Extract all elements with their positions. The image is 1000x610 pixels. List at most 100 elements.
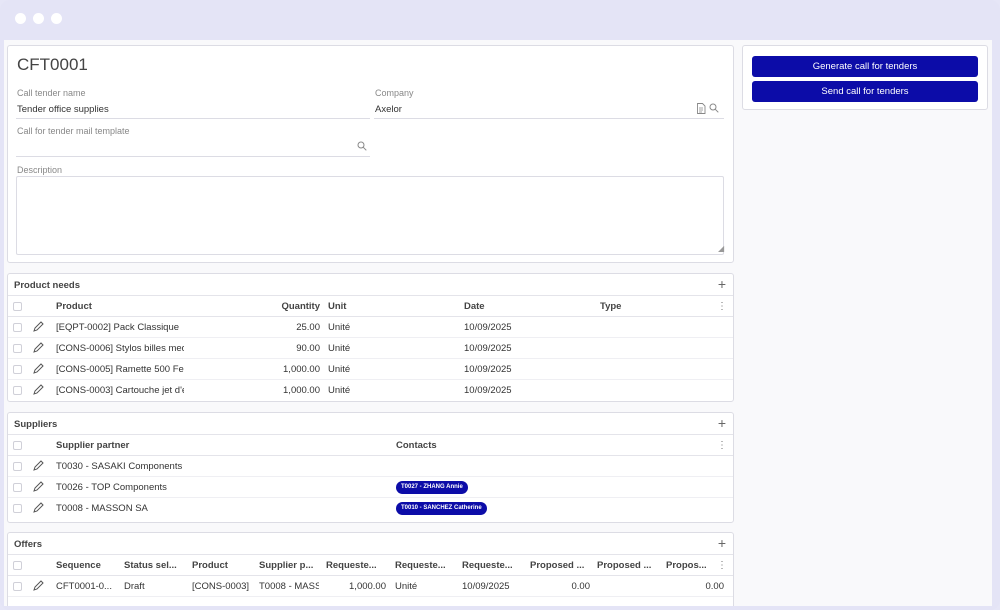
cell-unit: Unité bbox=[328, 343, 351, 354]
cell-date: 10/09/2025 bbox=[464, 322, 512, 333]
column-header-product[interactable]: Product bbox=[192, 560, 228, 571]
row-checkbox[interactable] bbox=[13, 483, 22, 492]
table-row[interactable]: T0026 - TOP Components T0027 - ZHANG Ann… bbox=[8, 477, 733, 498]
pencil-icon[interactable] bbox=[32, 342, 44, 354]
cell-proposed-unit bbox=[597, 576, 659, 597]
cell-proposed-quantity: 0.00 bbox=[571, 581, 591, 592]
column-header-product[interactable]: Product bbox=[56, 301, 92, 312]
column-header-requested-quantity[interactable]: Requeste... bbox=[326, 560, 377, 571]
call-tender-name-label: Call tender name bbox=[17, 88, 86, 98]
cell-type bbox=[600, 359, 700, 380]
search-icon[interactable] bbox=[709, 103, 719, 116]
suppliers-header: Suppliers + bbox=[8, 413, 733, 435]
column-header-contacts[interactable]: Contacts bbox=[396, 440, 437, 451]
search-icon[interactable] bbox=[357, 141, 367, 154]
column-header-supplier[interactable]: Supplier p... bbox=[259, 560, 314, 571]
row-checkbox[interactable] bbox=[13, 582, 22, 591]
table-row[interactable]: T0030 - SASAKI Components bbox=[8, 456, 733, 477]
cell-requested-unit: Unité bbox=[395, 581, 418, 592]
generate-call-for-tenders-button[interactable]: Generate call for tenders bbox=[752, 56, 978, 77]
cell-product: [EQPT-0002] Pack Classique bbox=[56, 322, 180, 333]
cell-type bbox=[600, 338, 700, 359]
window-maximize-dot[interactable] bbox=[51, 13, 62, 24]
form-view: CFT0001 Call tender name Tender office s… bbox=[4, 40, 992, 606]
column-header-proposed-quantity[interactable]: Proposed ... bbox=[530, 560, 585, 571]
window-minimize-dot[interactable] bbox=[33, 13, 44, 24]
cell-supplier-partner: T0030 - SASAKI Components bbox=[56, 461, 183, 472]
field-underline bbox=[374, 118, 724, 119]
table-row[interactable]: [CONS-0003] Cartouche jet d'encre 1,000.… bbox=[8, 380, 733, 401]
pencil-icon[interactable] bbox=[32, 321, 44, 333]
pencil-icon[interactable] bbox=[32, 460, 44, 472]
row-checkbox[interactable] bbox=[13, 344, 22, 353]
row-checkbox[interactable] bbox=[13, 365, 22, 374]
select-all-checkbox[interactable] bbox=[13, 561, 22, 570]
cell-product: [CONS-0005] Ramette 500 Feuilles bbox=[56, 364, 184, 375]
product-needs-header: Product needs + bbox=[8, 274, 733, 296]
column-header-type[interactable]: Type bbox=[600, 301, 622, 312]
row-checkbox[interactable] bbox=[13, 386, 22, 395]
select-all-checkbox[interactable] bbox=[13, 441, 22, 450]
cell-product: [CONS-0003] Cartouche jet d'encre bbox=[56, 385, 184, 396]
suppliers-grid-header: Supplier partner Contacts ⋮ bbox=[8, 435, 733, 456]
cell-product: [CONS-0006] Stylos billes medium bbox=[56, 343, 184, 354]
column-header-requested-unit[interactable]: Requeste... bbox=[395, 560, 446, 571]
product-needs-panel: Product needs + Product Quantity Unit Da… bbox=[7, 273, 734, 402]
column-header-date[interactable]: Date bbox=[464, 301, 485, 312]
field-underline bbox=[16, 156, 370, 157]
row-checkbox[interactable] bbox=[13, 504, 22, 513]
pencil-icon[interactable] bbox=[32, 502, 44, 514]
table-row[interactable]: T0008 - MASSON SA T0010 - SANCHEZ Cather… bbox=[8, 498, 733, 519]
column-menu-icon[interactable]: ⋮ bbox=[717, 560, 727, 571]
record-panel: CFT0001 Call tender name Tender office s… bbox=[7, 45, 734, 263]
column-header-proposed-unit[interactable]: Proposed ... bbox=[597, 560, 652, 571]
offers-header: Offers + bbox=[8, 533, 733, 555]
document-icon[interactable] bbox=[696, 103, 706, 117]
pencil-icon[interactable] bbox=[32, 481, 44, 493]
resize-handle-icon[interactable]: ◢ bbox=[718, 244, 725, 253]
pencil-icon[interactable] bbox=[32, 384, 44, 396]
column-menu-icon[interactable]: ⋮ bbox=[717, 301, 727, 312]
pencil-icon[interactable] bbox=[32, 363, 44, 375]
description-textarea[interactable] bbox=[16, 176, 724, 255]
cell-supplier-partner: T0026 - TOP Components bbox=[56, 482, 167, 493]
cell-date: 10/09/2025 bbox=[464, 343, 512, 354]
send-call-for-tenders-button[interactable]: Send call for tenders bbox=[752, 81, 978, 102]
column-header-status[interactable]: Status sel... bbox=[124, 560, 177, 571]
table-row[interactable]: [CONS-0006] Stylos billes medium 90.00 U… bbox=[8, 338, 733, 359]
add-offer-icon[interactable]: + bbox=[717, 535, 726, 551]
column-menu-icon[interactable]: ⋮ bbox=[717, 440, 727, 451]
column-header-unit[interactable]: Unit bbox=[328, 301, 347, 312]
offers-panel: Offers + Sequence Status sel... Product … bbox=[7, 532, 734, 606]
product-needs-grid-header: Product Quantity Unit Date Type ⋮ bbox=[8, 296, 733, 317]
cell-type bbox=[600, 380, 700, 401]
table-row[interactable]: CFT0001-0... Draft [CONS-0003] T0008 - M… bbox=[8, 576, 733, 597]
contact-tag[interactable]: T0027 - ZHANG Annie bbox=[396, 481, 468, 494]
column-header-requested-date[interactable]: Requeste... bbox=[462, 560, 513, 571]
call-tender-name-field[interactable]: Tender office supplies bbox=[17, 104, 109, 115]
add-product-need-icon[interactable]: + bbox=[717, 276, 726, 292]
row-checkbox[interactable] bbox=[13, 323, 22, 332]
table-row[interactable]: [CONS-0005] Ramette 500 Feuilles 1,000.0… bbox=[8, 359, 733, 380]
cell-product: [CONS-0003] bbox=[192, 581, 250, 592]
cell-unit: Unité bbox=[328, 385, 351, 396]
offers-grid-header: Sequence Status sel... Product Supplier … bbox=[8, 555, 733, 576]
column-header-quantity[interactable]: Quantity bbox=[281, 301, 320, 312]
cell-status: Draft bbox=[124, 581, 145, 592]
contact-tag[interactable]: T0010 - SANCHEZ Catherine bbox=[396, 502, 487, 515]
pencil-icon[interactable] bbox=[32, 580, 44, 592]
column-header-supplier-partner[interactable]: Supplier partner bbox=[56, 440, 130, 451]
cell-unit: Unité bbox=[328, 364, 351, 375]
row-checkbox[interactable] bbox=[13, 462, 22, 471]
cell-requested-date: 10/09/2025 bbox=[462, 581, 510, 592]
select-all-checkbox[interactable] bbox=[13, 302, 22, 311]
page-title: CFT0001 bbox=[17, 55, 88, 74]
window-close-dot[interactable] bbox=[15, 13, 26, 24]
company-field[interactable]: Axelor bbox=[375, 104, 402, 115]
cell-supplier-partner: T0008 - MASSON SA bbox=[56, 503, 148, 514]
add-supplier-icon[interactable]: + bbox=[717, 415, 726, 431]
table-row[interactable]: [EQPT-0002] Pack Classique 25.00 Unité 1… bbox=[8, 317, 733, 338]
suppliers-panel: Suppliers + Supplier partner Contacts ⋮ … bbox=[7, 412, 734, 523]
column-header-sequence[interactable]: Sequence bbox=[56, 560, 101, 571]
column-header-proposed-price[interactable]: Propos... bbox=[666, 560, 707, 571]
